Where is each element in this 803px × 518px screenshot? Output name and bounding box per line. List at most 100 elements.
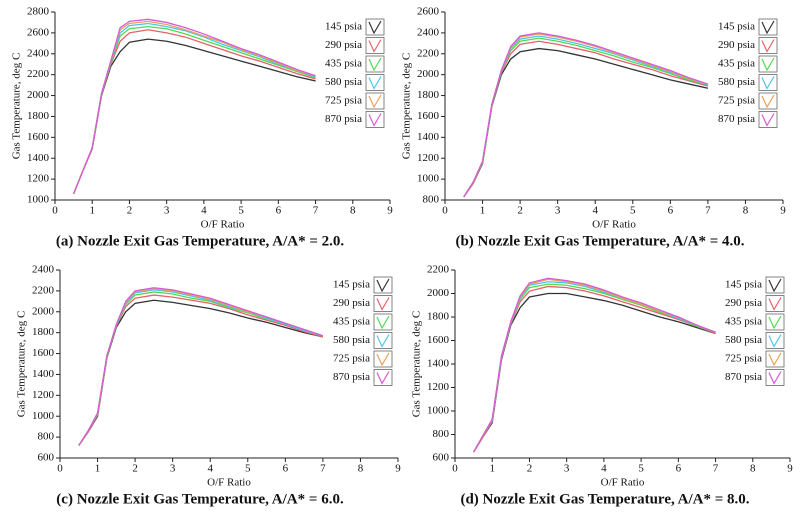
y-tick-label: 2600: [417, 6, 440, 18]
x-tick-label: 1: [489, 463, 495, 475]
legend-swatch: [376, 315, 390, 330]
legend-label: 435 psia: [718, 58, 755, 70]
y-tick-label: 800: [433, 428, 450, 440]
legend-label: 725 psia: [325, 95, 362, 107]
y-tick-label: 800: [38, 431, 55, 443]
series-line: [463, 40, 709, 198]
y-tick-label: 2000: [27, 89, 50, 101]
y-tick-label: 600: [433, 452, 450, 464]
legend-label: 870 psia: [325, 113, 362, 125]
x-tick-label: 2: [527, 463, 533, 475]
x-tick-label: 6: [276, 205, 282, 217]
y-tick-label: 1200: [417, 152, 440, 164]
x-tick-label: 5: [238, 205, 244, 217]
legend-swatch: [768, 278, 782, 293]
y-tick-label: 1600: [27, 131, 50, 143]
y-tick-label: 1200: [427, 381, 450, 393]
x-tick-label: 6: [283, 463, 289, 475]
x-tick-label: 1: [89, 205, 95, 217]
y-tick-label: 2400: [417, 26, 440, 38]
x-tick-label: 8: [750, 463, 756, 475]
legend-label: 290 psia: [325, 39, 362, 51]
x-tick-label: 7: [705, 205, 711, 217]
series-line: [73, 25, 316, 194]
x-tick-label: 2: [517, 205, 523, 217]
legend-label: 290 psia: [718, 39, 755, 51]
y-tick-label: 2600: [27, 26, 50, 38]
x-axis-label: O/F Ratio: [201, 219, 245, 231]
legend-swatch: [768, 352, 782, 367]
y-axis-label: Gas Temperature, deg C: [11, 53, 23, 160]
y-tick-label: 1200: [32, 389, 55, 401]
series-line: [463, 37, 709, 198]
legend-label: 145 psia: [325, 21, 362, 33]
y-tick-label: 2000: [427, 287, 450, 299]
y-tick-label: 2400: [32, 264, 55, 276]
x-tick-label: 4: [592, 205, 598, 217]
legend-label: 435 psia: [333, 316, 370, 328]
x-tick-label: 0: [442, 205, 448, 217]
y-tick-label: 1600: [32, 347, 55, 359]
x-tick-label: 8: [358, 463, 364, 475]
x-tick-label: 1: [480, 205, 486, 217]
y-tick-label: 1800: [27, 110, 50, 122]
series-line: [78, 294, 324, 446]
legend-label: 580 psia: [325, 76, 362, 88]
legend-swatch: [376, 297, 390, 311]
y-tick-label: 1000: [427, 405, 450, 417]
legend-swatch: [368, 94, 382, 109]
legend-swatch: [368, 57, 382, 72]
chart-caption: (d) Nozzle Exit Gas Temperature, A/A* = …: [460, 491, 749, 507]
y-tick-label: 2400: [27, 47, 50, 59]
y-tick-label: 2800: [27, 6, 50, 18]
y-tick-label: 1400: [427, 358, 450, 370]
x-tick-label: 2: [132, 463, 138, 475]
x-tick-label: 3: [564, 463, 570, 475]
legend-swatch: [368, 20, 382, 35]
series-line: [78, 299, 324, 446]
series-line: [73, 29, 316, 194]
legend-label: 435 psia: [325, 58, 362, 70]
series-line: [78, 287, 324, 446]
x-tick-label: 5: [630, 205, 636, 217]
legend-swatch: [768, 371, 782, 385]
x-tick-label: 7: [713, 463, 719, 475]
legend-label: 580 psia: [333, 334, 370, 346]
y-axis-label: Gas Temperature, deg C: [411, 311, 423, 418]
legend-swatch: [376, 334, 390, 348]
legend-label: 145 psia: [333, 279, 370, 291]
legend-label: 145 psia: [725, 279, 762, 291]
series-line: [78, 288, 324, 446]
series-line: [473, 285, 716, 453]
legend-swatch: [376, 371, 390, 385]
legend-swatch: [376, 352, 390, 367]
series-line: [463, 33, 709, 198]
series-line: [463, 32, 709, 198]
x-tick-label: 4: [207, 463, 213, 475]
y-tick-label: 1400: [32, 368, 55, 380]
y-tick-label: 2000: [32, 305, 55, 317]
x-tick-label: 0: [52, 205, 58, 217]
y-tick-label: 2000: [417, 68, 440, 80]
y-tick-label: 1600: [427, 334, 450, 346]
legend-swatch: [368, 39, 382, 53]
x-tick-label: 6: [668, 205, 674, 217]
series-line: [473, 277, 716, 453]
legend-swatch: [761, 57, 775, 72]
series-line: [473, 278, 716, 453]
x-tick-label: 3: [170, 463, 176, 475]
x-tick-label: 0: [57, 463, 63, 475]
y-tick-label: 1400: [27, 152, 50, 164]
legend-swatch: [761, 20, 775, 35]
series-line: [78, 291, 324, 446]
legend-swatch: [761, 39, 775, 53]
x-tick-label: 7: [320, 463, 326, 475]
chart-caption: (a) Nozzle Exit Gas Temperature, A/A* = …: [56, 233, 344, 249]
series-line: [473, 283, 716, 453]
series-line: [73, 20, 316, 194]
x-axis-label: O/F Ratio: [601, 477, 645, 489]
legend-swatch: [368, 113, 382, 127]
x-tick-label: 7: [313, 205, 319, 217]
y-tick-label: 1800: [427, 311, 450, 323]
legend-label: 725 psia: [333, 353, 370, 365]
